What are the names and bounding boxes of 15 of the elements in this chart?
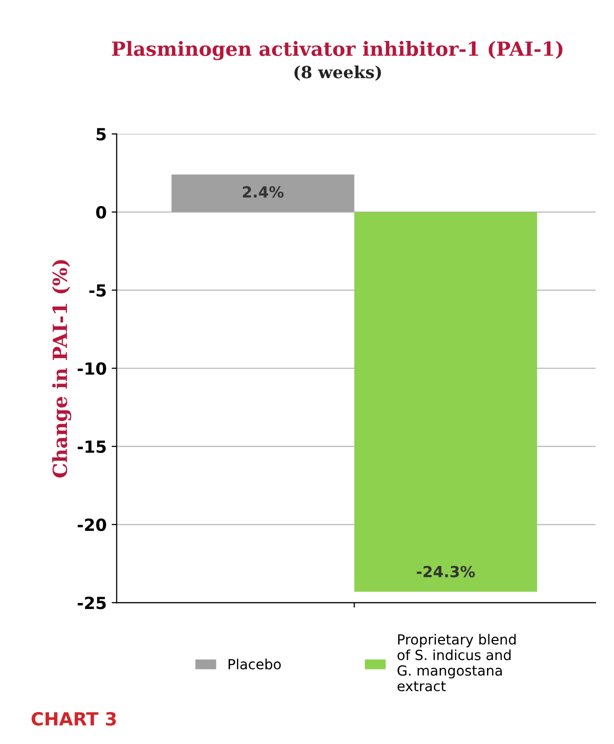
y-tick-label: -10 — [78, 362, 106, 375]
y-tick-label: 0 — [96, 206, 106, 219]
data-label: 2.4% — [242, 186, 284, 198]
data-label: -24.3% — [416, 566, 475, 578]
y-tick-label: -25 — [78, 596, 106, 610]
legend-label: Proprietary blend of S. indicus and G. mangostana extract — [398, 634, 516, 692]
y-tick-label: -5 — [89, 284, 106, 297]
y-tick-label: 5 — [96, 128, 106, 140]
caption: CHART 3 — [32, 712, 116, 726]
y-axis-title: Change in PAI-1 (%) — [52, 260, 72, 478]
chart-title: Plasminogen activator inhibitor-1 (PAI-1) — [112, 41, 562, 60]
y-tick-label: -15 — [78, 440, 106, 453]
y-tick-label: -20 — [78, 518, 106, 532]
chart-subtitle: (8 weeks) — [294, 65, 381, 81]
legend-label: Placebo — [228, 658, 281, 670]
